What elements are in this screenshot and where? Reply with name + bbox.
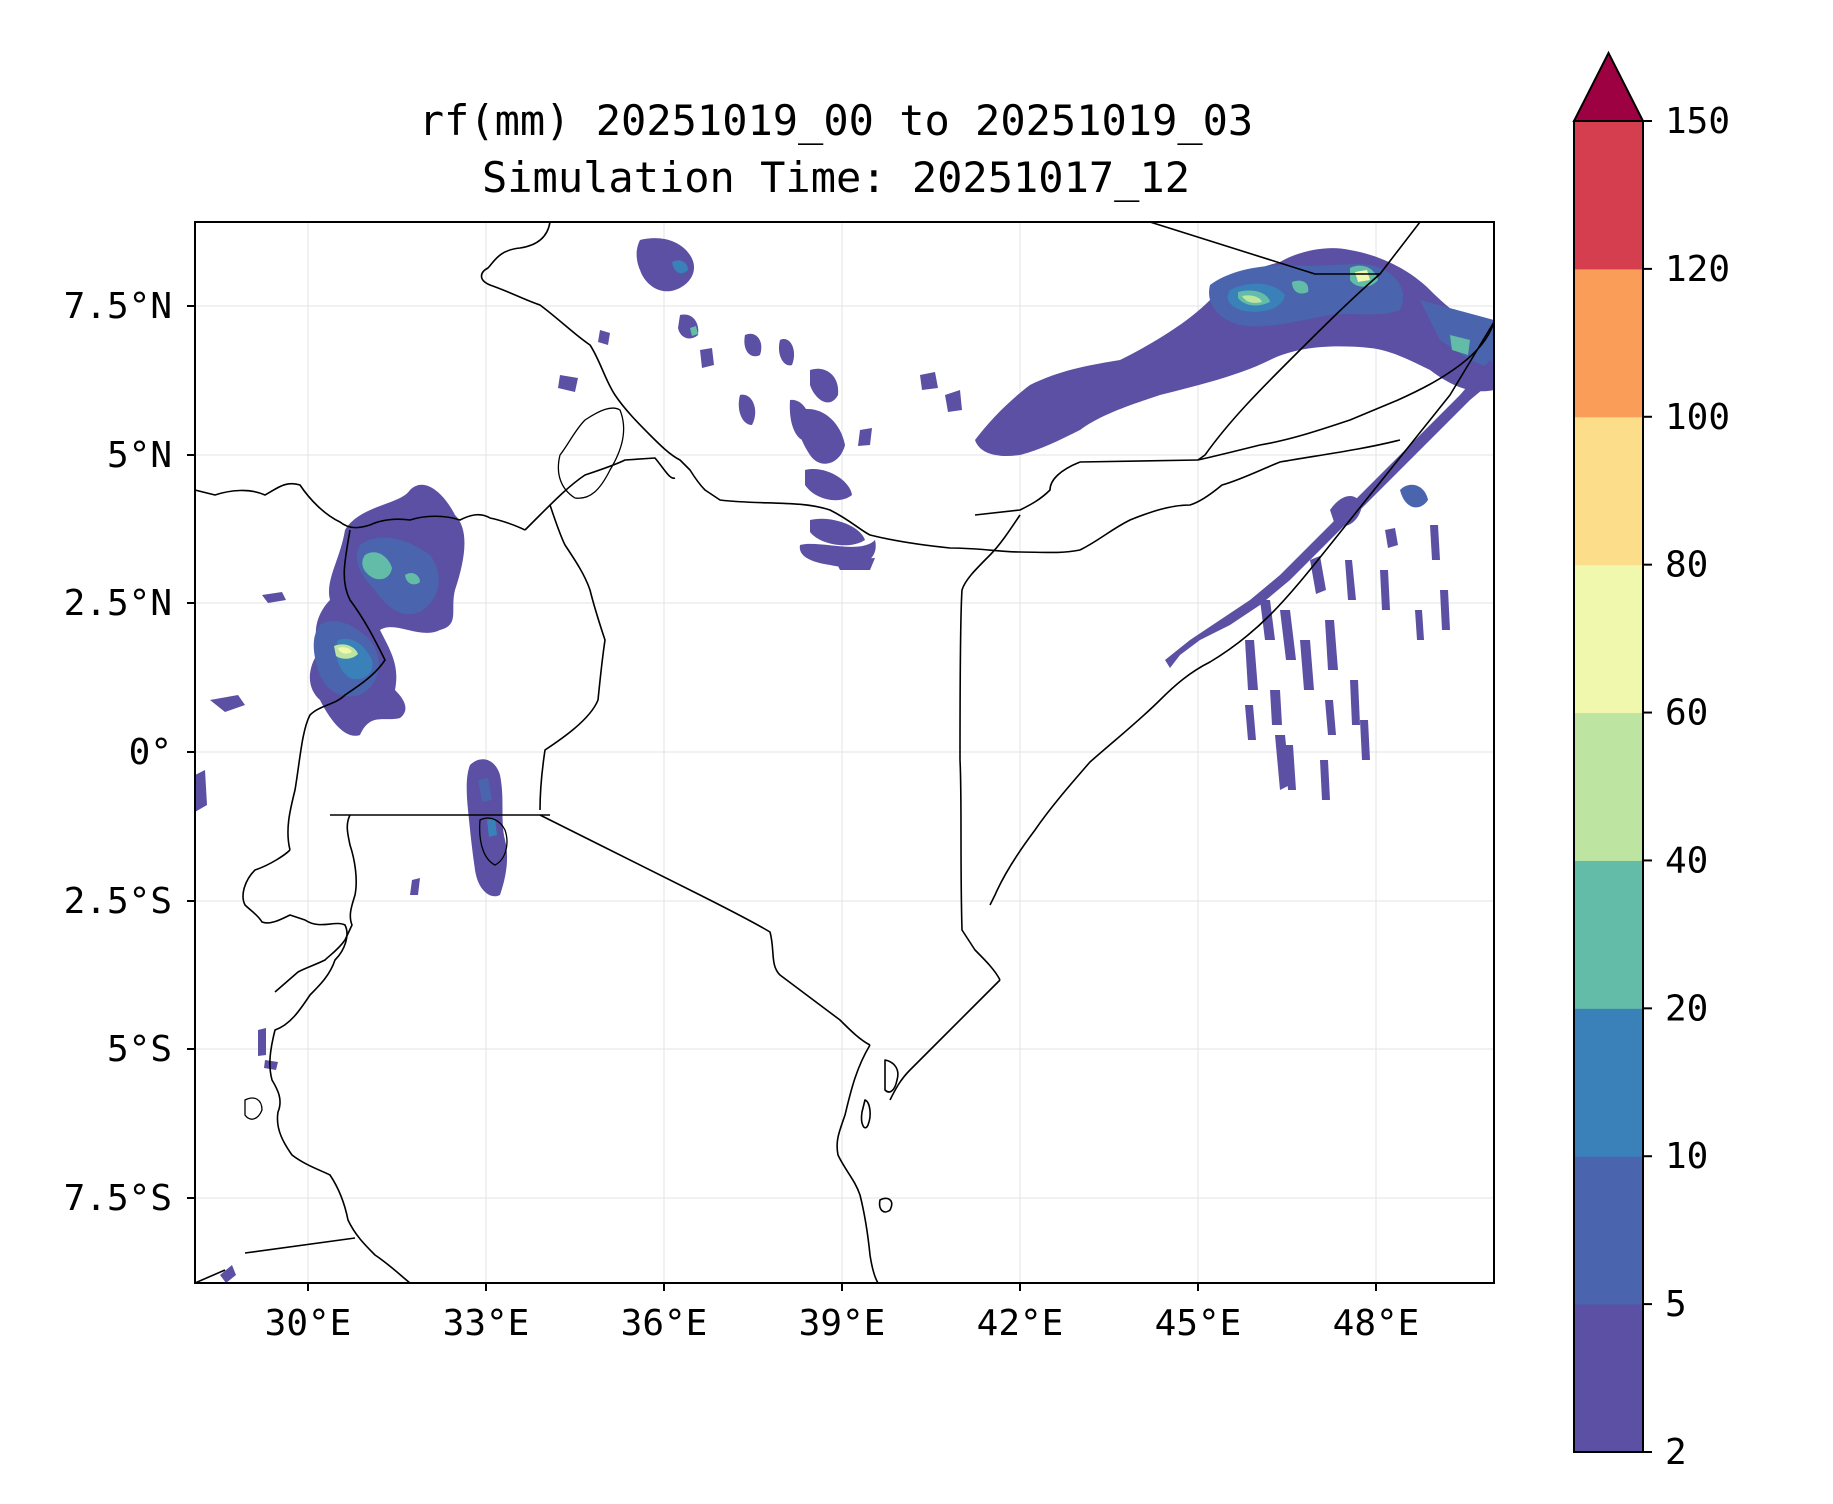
rain-southsudan: [558, 238, 962, 570]
x-tick-label: 39°E: [799, 1303, 886, 1344]
x-tick-label: 48°E: [1333, 1303, 1420, 1344]
x-tick-label: 33°E: [443, 1303, 530, 1344]
colorbar-tick-label: 10: [1665, 1136, 1708, 1177]
colorbar-tick-label: 40: [1665, 840, 1708, 881]
colorbar-tick-label: 100: [1665, 397, 1730, 438]
map-panel: [195, 222, 1494, 1283]
colorbar-tick-label: 80: [1665, 545, 1708, 586]
colorbar-segment: [1574, 416, 1643, 566]
colorbar-tick-label: 120: [1665, 249, 1730, 290]
colorbar-segment: [1574, 1304, 1643, 1453]
y-tick-label: 7.5°S: [64, 1178, 172, 1219]
x-tick-label: 45°E: [1155, 1303, 1242, 1344]
colorbar-segments: [1574, 121, 1643, 1453]
y-tick-label: 2.5°N: [64, 583, 172, 624]
rain-ethiopia-somalia: [975, 248, 1494, 457]
colorbar-tick-label: 5: [1665, 1284, 1687, 1325]
colorbar-segment: [1574, 268, 1643, 418]
x-axis: 30°E 33°E 36°E 39°E 42°E 45°E 48°E: [265, 1283, 1420, 1344]
colorbar-tick-label: 150: [1665, 101, 1730, 142]
x-tick-label: 30°E: [265, 1303, 352, 1344]
colorbar-segment: [1574, 1008, 1643, 1157]
y-tick-label: 5°N: [107, 435, 172, 476]
colorbar-extend-arrow: [1572, 50, 1645, 122]
x-tick-label: 36°E: [621, 1303, 708, 1344]
colorbar-segment: [1574, 121, 1643, 270]
chart-title: rf(mm) 20251019_00 to 20251019_03: [419, 96, 1253, 145]
colorbar: 2 5 10 20 40 60 80 100 120 150: [1572, 50, 1730, 1473]
country-borders: [195, 222, 1494, 1283]
rain-somali-coast: [1165, 360, 1494, 800]
colorbar-tick-label: 20: [1665, 988, 1708, 1029]
x-tick-label: 42°E: [977, 1303, 1064, 1344]
colorbar-segment: [1574, 860, 1643, 1009]
colorbar-tick-label: 2: [1665, 1432, 1687, 1473]
lakes: [244, 407, 625, 1120]
colorbar-tick-label: 60: [1665, 693, 1708, 734]
chart-subtitle: Simulation Time: 20251017_12: [482, 153, 1190, 202]
rainfall-field: [195, 238, 1494, 1283]
y-tick-label: 2.5°S: [64, 881, 172, 922]
colorbar-segment: [1574, 1156, 1643, 1305]
y-tick-label: 5°S: [107, 1029, 172, 1070]
colorbar-ticks: 2 5 10 20 40 60 80 100 120 150: [1643, 101, 1730, 1473]
rain-uganda: [195, 484, 465, 812]
y-axis: 7.5°N 5°N 2.5°N 0° 2.5°S 5°S 7.5°S: [64, 286, 195, 1219]
colorbar-segment: [1574, 564, 1643, 714]
y-tick-label: 0°: [129, 732, 172, 773]
rain-lake-victoria: [220, 759, 508, 1283]
colorbar-segment: [1574, 712, 1643, 861]
colorbar-frame: [1573, 120, 1644, 1453]
y-tick-label: 7.5°N: [64, 286, 172, 327]
